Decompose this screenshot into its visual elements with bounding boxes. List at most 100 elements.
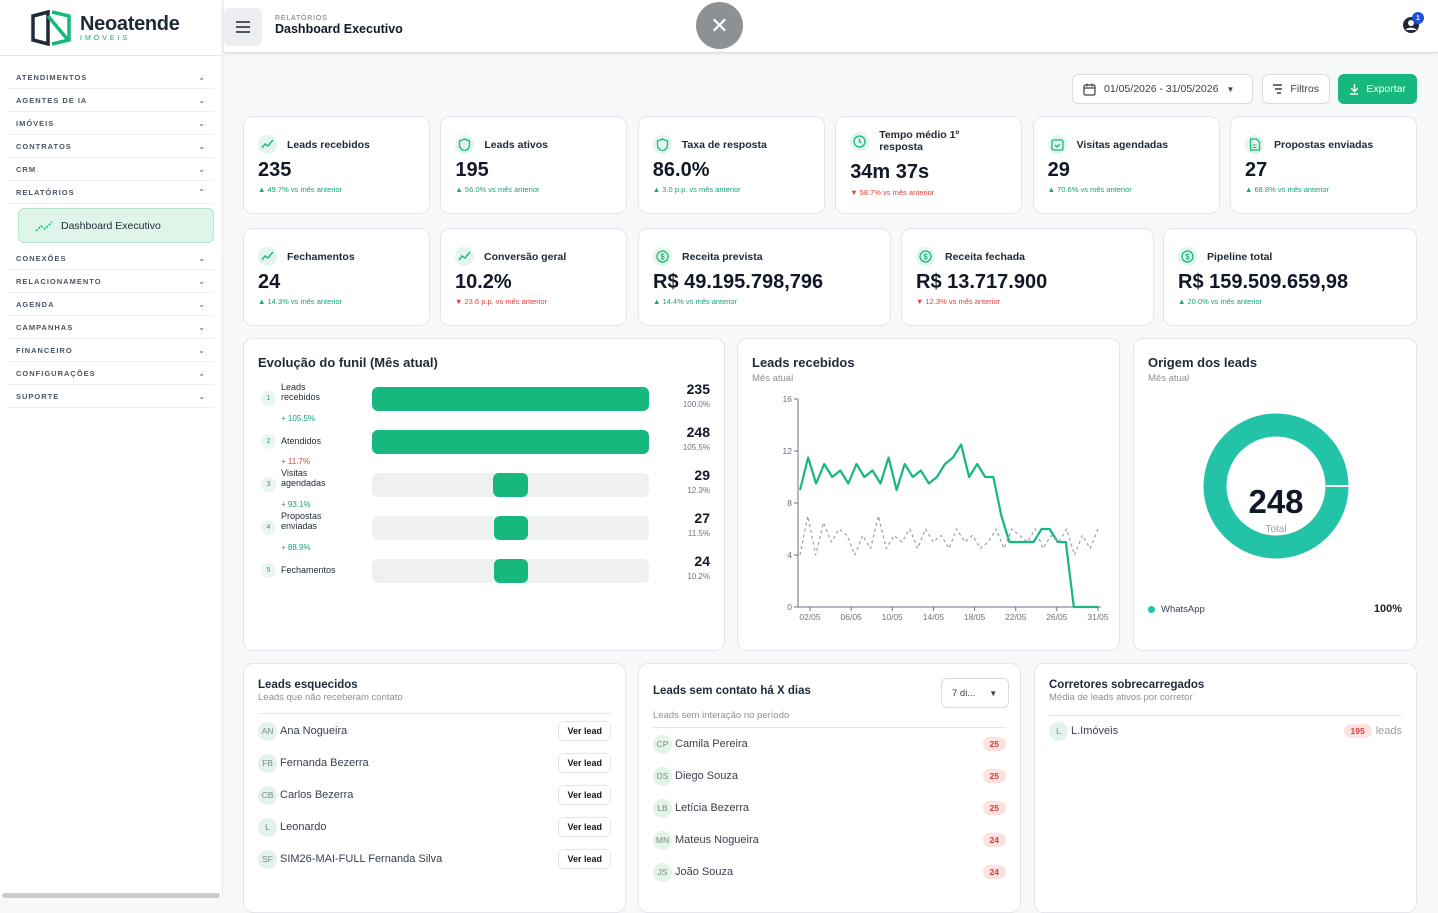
nav-item[interactable]: AGENTES DE IA ⌄ bbox=[8, 89, 214, 112]
trend-icon bbox=[35, 220, 53, 232]
kpi-card: Leads ativos 195 ▲ 56.0% vs mês anterior bbox=[440, 116, 628, 214]
stage-track bbox=[372, 430, 649, 454]
kpi-title: Propostas enviadas bbox=[1274, 138, 1374, 151]
dollar-icon: $ bbox=[916, 247, 935, 266]
avatar: JS bbox=[653, 862, 672, 882]
lead-name: Fernanda Bezerra bbox=[280, 757, 369, 769]
overloaded-subtitle: Média de leads ativos por corretor bbox=[1049, 692, 1193, 703]
brand-name: Neoatende bbox=[80, 12, 180, 35]
kpi-delta: ▲ 3.0 p.p. vs mês anterior bbox=[652, 185, 741, 194]
notification-badge: 1 bbox=[1412, 12, 1424, 24]
avatar: MN bbox=[653, 830, 672, 850]
list-item[interactable]: DS Diego Souza 25 bbox=[653, 763, 1006, 789]
kpi-delta: ▼ 12.3% vs mês anterior bbox=[916, 297, 1001, 306]
nav-item[interactable]: IMÓVEIS ⌄ bbox=[8, 112, 214, 135]
origin-legend: WhatsApp bbox=[1148, 604, 1205, 615]
stage-percent: 105.5% bbox=[682, 443, 710, 452]
days-select[interactable]: 7 di... ▼ bbox=[941, 678, 1009, 708]
days-select-value: 7 di... bbox=[952, 687, 976, 699]
list-item[interactable]: CP Camila Pereira 25 bbox=[653, 731, 1006, 757]
nav-item[interactable]: CONTRATOS ⌄ bbox=[8, 135, 214, 158]
kpi-title: Leads ativos bbox=[484, 138, 549, 151]
calendar-check-icon bbox=[1047, 135, 1067, 154]
legend-label: WhatsApp bbox=[1161, 604, 1205, 615]
kpi-value: R$ 49.195.798,796 bbox=[653, 271, 824, 293]
origin-total-label: Total bbox=[1265, 524, 1287, 535]
stage-label: Propostas enviadas bbox=[281, 511, 322, 531]
stage-count-value: 29 bbox=[694, 467, 710, 483]
nav-item-dashboard-executivo[interactable]: Dashboard Executivo bbox=[18, 208, 214, 243]
nav-item[interactable]: CONEXÕES ⌄ bbox=[8, 247, 214, 270]
date-range-picker[interactable]: 01/05/2026 - 31/05/2026 ▼ bbox=[1072, 74, 1253, 104]
stage-percent: 12.3% bbox=[687, 486, 710, 495]
y-tick-label: 0 bbox=[787, 602, 792, 612]
view-lead-button[interactable]: Ver lead bbox=[558, 721, 611, 741]
stage-bar bbox=[372, 430, 649, 454]
avatar: SF bbox=[258, 849, 277, 869]
kpi-card: Tempo médio 1º resposta 34m 37s ▼ 58.7% vs… bbox=[835, 116, 1023, 214]
sidebar-scrollbar[interactable] bbox=[2, 893, 220, 898]
nav-item[interactable]: CRM ⌄ bbox=[8, 158, 214, 181]
nav-item[interactable]: CAMPANHAS ⌄ bbox=[8, 316, 214, 339]
kpi-card: $ Receita fechada R$ 13.717.900 ▼ 12.3% vs … bbox=[901, 228, 1154, 326]
menu-toggle-button[interactable] bbox=[224, 8, 262, 46]
nav-item[interactable]: FINANCEIRO ⌄ bbox=[8, 339, 214, 362]
nav-item[interactable]: RELACIONAMENTO ⌄ bbox=[8, 270, 214, 293]
list-item[interactable]: SF SIM26-MAI-FULL Fernanda Silva Ver lead bbox=[258, 846, 611, 872]
nav-item-label: AGENDA bbox=[16, 299, 55, 309]
kpi-header: Leads recebidos bbox=[258, 135, 370, 154]
breadcrumb: RELATÓRIOS Dashboard Executivo bbox=[275, 15, 403, 36]
nav-item-label: RELATÓRIOS bbox=[16, 187, 75, 197]
list-item[interactable]: MN Mateus Nogueira 24 bbox=[653, 827, 1006, 853]
export-button[interactable]: Exportar bbox=[1338, 74, 1417, 104]
lead-name: Camila Pereira bbox=[675, 738, 748, 750]
kpi-delta: ▲ 49.7% vs mês anterior bbox=[258, 185, 343, 194]
kpi-card: Leads recebidos 235 ▲ 49.7% vs mês anterio… bbox=[243, 116, 430, 214]
kpi-title: Conversão geral bbox=[484, 250, 567, 263]
chevron-down-icon: ▼ bbox=[989, 688, 998, 698]
list-item[interactable]: LB Letícia Bezerra 25 bbox=[653, 795, 1006, 821]
filters-button[interactable]: Filtros bbox=[1262, 74, 1330, 104]
stage-number: 2 bbox=[261, 434, 276, 449]
stage-count: 235 100.0% bbox=[683, 382, 710, 412]
avatar: FB bbox=[258, 753, 277, 773]
view-lead-button[interactable]: Ver lead bbox=[558, 753, 611, 773]
sidebar: Neoatende IMÓVEIS ATENDIMENTOS ⌄ AGENTES D… bbox=[0, 0, 223, 898]
origin-donut-chart bbox=[1203, 413, 1349, 559]
list-item[interactable]: L Leonardo Ver lead bbox=[258, 814, 611, 840]
chevron-down-icon: ⌄ bbox=[198, 276, 206, 286]
stage-count: 29 12.3% bbox=[687, 468, 710, 498]
chevron-down-icon: ⌄ bbox=[198, 299, 206, 309]
nav-item[interactable]: AGENDA ⌄ bbox=[8, 293, 214, 316]
list-item[interactable]: FB Fernanda Bezerra Ver lead bbox=[258, 750, 611, 776]
stage-percent: 10.2% bbox=[687, 572, 710, 581]
chevron-down-icon: ⌄ bbox=[198, 72, 206, 82]
svg-text:$: $ bbox=[923, 253, 928, 262]
leads-chart-panel: Leads recebidos Mês atual 0 4 8 12 16 02/05 06… bbox=[737, 338, 1120, 651]
view-lead-button[interactable]: Ver lead bbox=[558, 817, 611, 837]
nav-item[interactable]: CONFIGURAÇÕES ⌄ bbox=[8, 362, 214, 385]
breadcrumb-section: RELATÓRIOS bbox=[275, 15, 328, 22]
close-button[interactable]: ✕ bbox=[696, 2, 743, 49]
view-lead-button[interactable]: Ver lead bbox=[558, 849, 611, 869]
page-title: Dashboard Executivo bbox=[275, 22, 403, 36]
kpi-value: 29 bbox=[1047, 159, 1070, 181]
nav-item[interactable]: ATENDIMENTOS ⌄ bbox=[8, 66, 214, 89]
nav-item[interactable]: RELATÓRIOS ⌃ bbox=[8, 181, 214, 204]
kpi-header: Fechamentos bbox=[258, 247, 355, 266]
document-icon bbox=[1245, 135, 1264, 154]
chevron-down-icon: ⌄ bbox=[198, 118, 206, 128]
nav-item[interactable]: SUPORTE ⌄ bbox=[8, 385, 214, 408]
kpi-title: Tempo médio 1º resposta bbox=[879, 129, 960, 153]
list-item[interactable]: CB Carlos Bezerra Ver lead bbox=[258, 782, 611, 808]
list-item[interactable]: JS João Souza 24 bbox=[653, 859, 1006, 885]
lead-name: SIM26-MAI-FULL Fernanda Silva bbox=[280, 853, 443, 865]
logo[interactable]: Neoatende IMÓVEIS bbox=[0, 0, 222, 56]
stage-bar bbox=[372, 387, 649, 411]
view-lead-button[interactable]: Ver lead bbox=[558, 785, 611, 805]
days-count-badge: 25 bbox=[982, 737, 1006, 751]
list-item[interactable]: AN Ana Nogueira Ver lead bbox=[258, 718, 611, 744]
list-item[interactable]: L L.Imóveis 195 leads bbox=[1049, 718, 1402, 744]
kpi-title: Visitas agendadas bbox=[1076, 138, 1169, 151]
kpi-delta: ▲ 14.4% vs mês anterior bbox=[653, 297, 738, 306]
